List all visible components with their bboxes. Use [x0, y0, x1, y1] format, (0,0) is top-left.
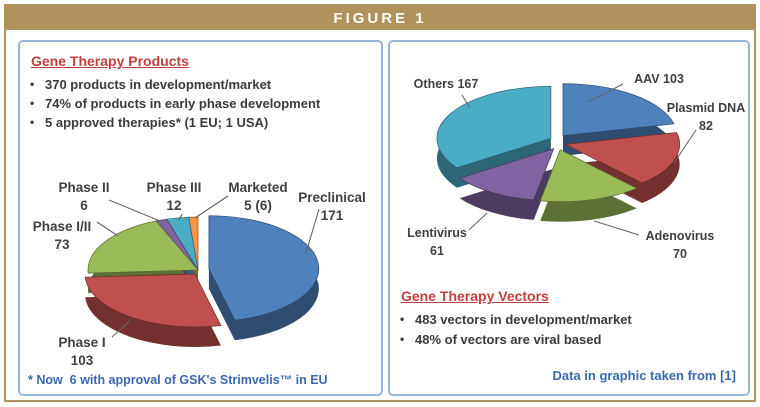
products-bullet-2: 74% of products in early phase developme…	[30, 96, 320, 111]
pie-slice-adenovirus	[539, 149, 638, 203]
pie-label-phase-1-2: Phase I/II 73	[32, 219, 92, 252]
products-bullet-3: 5 approved therapies* (1 EU; 1 USA)	[30, 115, 268, 130]
vectors-panel: AAV 103 Plasmid DNA 82 Adenovirus 70 Len…	[388, 40, 750, 396]
data-source-note: Data in graphic taken from [1]	[552, 368, 736, 383]
leader-line	[461, 94, 471, 109]
products-bullet-1: 370 products in development/market	[30, 77, 271, 92]
leader-line	[178, 213, 183, 221]
pie-label-preclinical: Preclinical 171	[298, 190, 366, 223]
figure-title: FIGURE 1	[333, 9, 427, 27]
pie-slice-preclinical	[208, 215, 320, 321]
pie-slice-others	[436, 85, 552, 169]
products-pie-chart	[84, 195, 320, 347]
pie-label-phase-2: Phase II 6	[58, 180, 110, 213]
pie-slice-phase-i	[84, 273, 222, 328]
pie-label-phase-1: Phase I 103	[58, 335, 106, 368]
pie-slice-plasmid-dna	[564, 132, 680, 184]
leader-line	[111, 320, 131, 338]
leader-line	[194, 195, 229, 219]
leader-line	[96, 221, 119, 237]
leader-line	[305, 208, 320, 254]
products-panel: Gene Therapy Products 370 products in de…	[18, 40, 383, 396]
pie-slice-lentivirus	[458, 148, 555, 201]
leader-line	[468, 212, 488, 231]
pie-label-others: Others 167	[413, 77, 479, 91]
products-footnote: * Now 6 with approval of GSK's Strimveli…	[28, 373, 328, 387]
pie-label-adenovirus: Adenovirus 70	[645, 229, 715, 261]
pie-label-marketed: Marketed 5 (6)	[228, 180, 288, 213]
pie-slice-phase-i-ii	[87, 220, 199, 274]
pie-label-aav: AAV 103	[634, 72, 684, 86]
vectors-heading: Gene Therapy Vectors	[401, 288, 549, 304]
vectors-pie-chart	[436, 83, 697, 236]
leader-line	[587, 83, 624, 103]
leader-line	[108, 199, 161, 222]
leader-line	[593, 220, 640, 236]
leader-line	[673, 129, 697, 164]
pie-label-phase-3: Phase III 12	[146, 180, 202, 213]
vectors-bullet-2: 48% of vectors are viral based	[400, 332, 601, 347]
figure-title-bar: FIGURE 1	[6, 6, 754, 30]
pie-slice-aav	[562, 83, 675, 137]
vectors-bullet-1: 483 vectors in development/market	[400, 312, 632, 327]
products-heading: Gene Therapy Products	[31, 53, 189, 69]
pie-label-lentivirus: Lentivirus 61	[407, 226, 467, 258]
pie-label-plasmid-dna: Plasmid DNA 82	[666, 101, 746, 133]
